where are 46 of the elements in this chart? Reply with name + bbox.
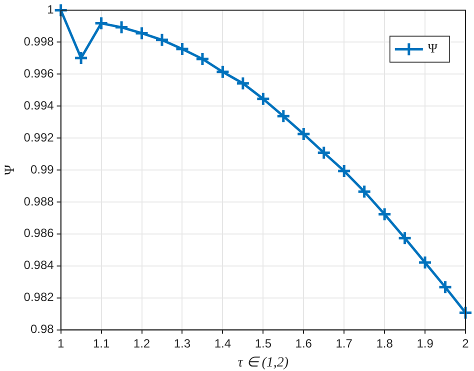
y-tick-label: 0.984	[24, 258, 54, 272]
point	[398, 230, 412, 246]
x-tick-label: 1.5	[254, 336, 272, 350]
y-tick-label: 0.99	[30, 162, 54, 176]
point	[74, 50, 88, 66]
y-tick-label: 0.98	[30, 322, 54, 336]
point	[438, 280, 453, 294]
point	[418, 255, 432, 270]
y-tick-label: 1	[47, 2, 54, 17]
point	[94, 16, 109, 31]
x-axis-title: τ ∈ (1,2)	[238, 355, 289, 370]
point	[276, 108, 291, 124]
x-tick-label: 1.8	[376, 336, 394, 350]
point	[377, 207, 392, 222]
point	[316, 145, 332, 160]
point	[174, 42, 190, 56]
point	[296, 126, 311, 142]
point	[195, 52, 210, 66]
y-tick-label: 0.998	[24, 34, 54, 48]
point	[215, 64, 230, 80]
legend-label: Ψ	[428, 40, 438, 56]
point	[114, 20, 129, 35]
x-tick-label: 1	[57, 336, 64, 350]
point	[154, 32, 170, 48]
x-tick-label: 1.9	[416, 336, 434, 350]
point	[54, 2, 68, 18]
y-tick-label: 0.992	[24, 130, 54, 144]
x-tick-label: 1.3	[174, 336, 191, 350]
y-tick-label: 0.982	[24, 290, 54, 304]
y-axis-title: Ψ	[3, 164, 18, 176]
point	[134, 26, 150, 40]
point	[336, 164, 352, 178]
x-tick-label: 1.7	[336, 336, 353, 350]
point	[458, 305, 473, 320]
point	[256, 92, 270, 106]
x-tick-label: 1.2	[133, 336, 150, 350]
x-tick-label: 1.4	[214, 336, 232, 350]
x-tick-label: 2	[462, 336, 470, 350]
y-tick-label: 0.996	[24, 66, 54, 80]
y-tick-label: 0.988	[24, 194, 54, 208]
x-tick-label: 1.6	[295, 336, 312, 350]
x-tick-label: 1.1	[92, 336, 110, 350]
point	[357, 184, 372, 199]
point	[236, 76, 250, 91]
y-tick-label: 0.994	[24, 98, 54, 112]
y-tick-label: 0.986	[24, 226, 54, 240]
